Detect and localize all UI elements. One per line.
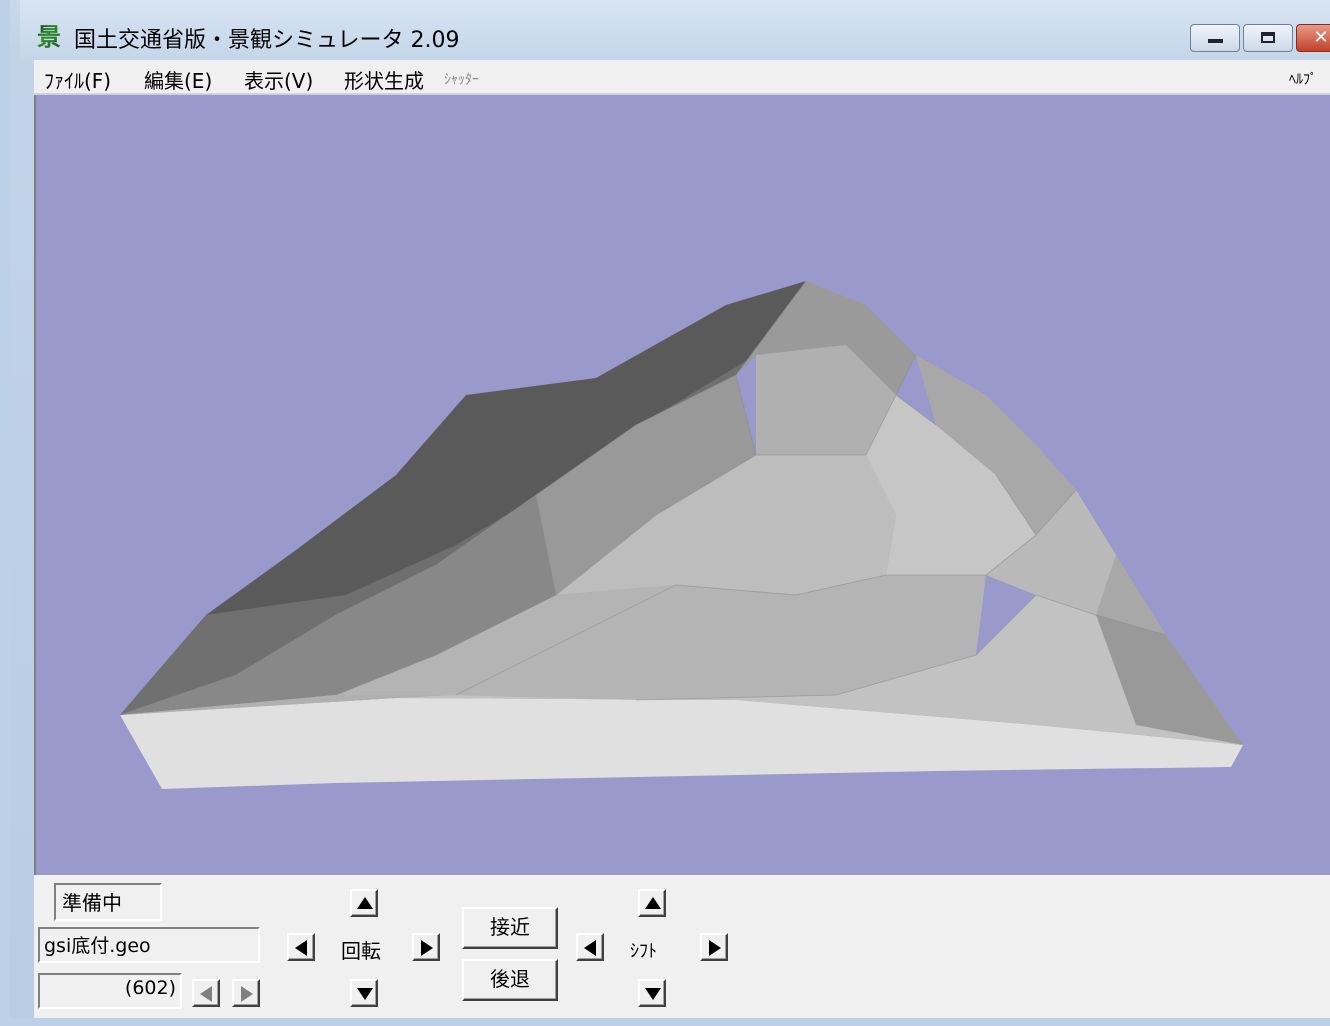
shift-right-button[interactable] <box>700 933 728 961</box>
rotate-label: 回転 <box>341 939 381 963</box>
left-arrow-icon <box>584 940 596 956</box>
minimize-button[interactable] <box>1190 24 1240 52</box>
rotate-right-button[interactable] <box>412 933 440 961</box>
shift-left-button[interactable] <box>576 933 604 961</box>
close-button[interactable]: ✕ <box>1296 24 1330 52</box>
down-arrow-icon <box>357 988 373 1000</box>
maximize-icon <box>1261 32 1275 43</box>
terrain-mesh <box>119 280 1243 789</box>
approach-button[interactable]: 接近 <box>462 907 558 949</box>
rotate-up-button[interactable] <box>350 889 378 917</box>
title-bar[interactable]: 景 国土交通省版・景観シミュレータ 2.09 ✕ <box>20 0 1330 60</box>
up-arrow-icon <box>357 897 373 909</box>
window-title: 国土交通省版・景観シミュレータ 2.09 <box>74 28 460 53</box>
right-arrow-icon <box>421 940 433 956</box>
down-arrow-icon <box>645 988 661 1000</box>
minimize-icon <box>1208 39 1223 43</box>
frame-prev-button[interactable] <box>192 979 220 1007</box>
close-icon: ✕ <box>1313 27 1329 48</box>
menu-shape-generation[interactable]: 形状生成 <box>344 69 424 93</box>
menu-shutter[interactable]: ｼｬｯﾀｰ <box>444 72 479 88</box>
right-arrow-icon <box>241 986 253 1002</box>
shift-down-button[interactable] <box>638 979 666 1007</box>
menu-file[interactable]: ﾌｧｲﾙ(F) <box>44 69 112 93</box>
right-arrow-icon <box>709 940 721 956</box>
retreat-button[interactable]: 後退 <box>462 959 558 1001</box>
menu-edit[interactable]: 編集(E) <box>144 69 213 93</box>
shift-up-button[interactable] <box>638 889 666 917</box>
menu-view[interactable]: 表示(V) <box>244 69 314 93</box>
up-arrow-icon <box>645 897 661 909</box>
control-panel: 準備中 gsi底付.geo (602) 回転 接近 後退 ｼﾌﾄ <box>34 875 1330 1018</box>
status-field: 準備中 <box>54 883 162 921</box>
left-arrow-icon <box>200 986 212 1002</box>
maximize-button[interactable] <box>1243 24 1293 52</box>
rotate-left-button[interactable] <box>287 933 315 961</box>
left-arrow-icon <box>295 940 307 956</box>
rotate-down-button[interactable] <box>350 979 378 1007</box>
app-icon: 景 <box>37 23 61 51</box>
3d-viewport[interactable] <box>34 95 1330 875</box>
shift-label: ｼﾌﾄ <box>630 941 657 962</box>
frame-counter-field: (602) <box>38 973 182 1009</box>
menu-bar: ﾌｧｲﾙ(F) 編集(E) 表示(V) 形状生成 ｼｬｯﾀｰ ﾍﾙﾌﾟ <box>34 60 1330 94</box>
window-bottom-border <box>10 1018 1330 1026</box>
filename-field[interactable]: gsi底付.geo <box>38 927 260 963</box>
menu-help[interactable]: ﾍﾙﾌﾟ <box>1289 72 1317 88</box>
frame-next-button[interactable] <box>232 979 260 1007</box>
